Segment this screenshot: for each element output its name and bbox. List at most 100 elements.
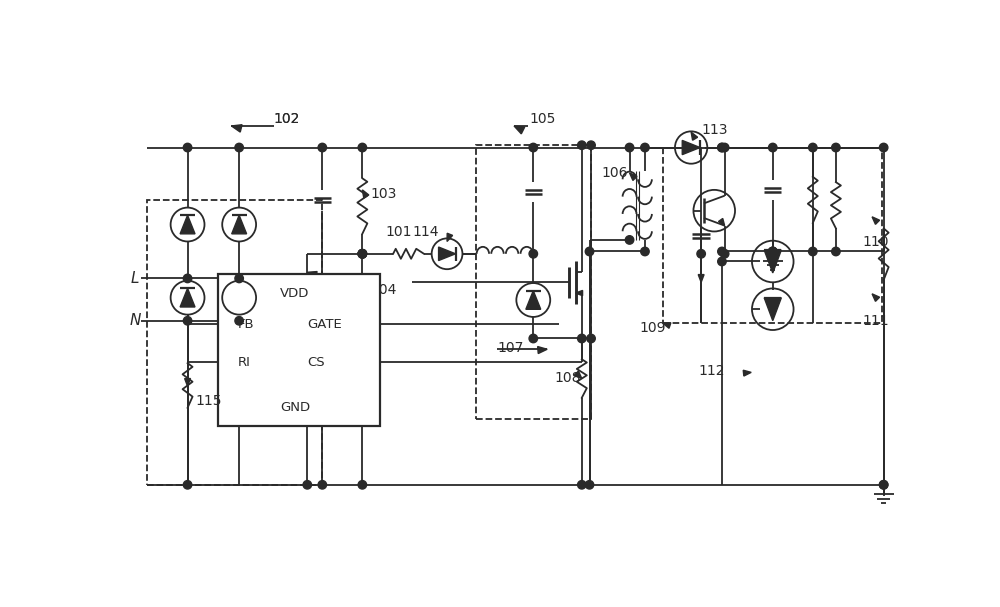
Circle shape: [809, 143, 817, 152]
Circle shape: [879, 143, 888, 152]
Circle shape: [879, 481, 888, 489]
Text: 108: 108: [555, 371, 581, 385]
Circle shape: [718, 143, 726, 152]
Polygon shape: [439, 247, 456, 260]
Polygon shape: [682, 140, 700, 155]
Circle shape: [585, 481, 594, 489]
Circle shape: [832, 247, 840, 256]
Polygon shape: [185, 379, 190, 386]
Circle shape: [358, 249, 367, 258]
Text: FB: FB: [238, 317, 254, 331]
Polygon shape: [764, 298, 781, 320]
Text: 104: 104: [370, 283, 396, 297]
Polygon shape: [698, 274, 704, 282]
Circle shape: [832, 143, 840, 152]
Polygon shape: [447, 233, 453, 242]
Polygon shape: [307, 271, 317, 278]
Circle shape: [587, 334, 595, 343]
Polygon shape: [232, 215, 247, 234]
Text: 105: 105: [529, 112, 556, 126]
Polygon shape: [872, 217, 880, 225]
Circle shape: [718, 257, 726, 266]
Text: 107: 107: [497, 341, 523, 354]
Circle shape: [578, 334, 586, 343]
Circle shape: [625, 236, 634, 244]
Polygon shape: [743, 370, 751, 376]
Polygon shape: [180, 215, 195, 234]
Circle shape: [578, 481, 586, 489]
Circle shape: [529, 249, 538, 258]
Polygon shape: [180, 288, 195, 307]
Circle shape: [769, 247, 777, 256]
Text: N: N: [130, 313, 141, 328]
Polygon shape: [872, 294, 880, 301]
Circle shape: [769, 247, 777, 256]
Circle shape: [718, 247, 726, 256]
Polygon shape: [362, 277, 370, 285]
Circle shape: [183, 143, 192, 152]
Circle shape: [769, 143, 777, 152]
Text: 115: 115: [195, 395, 222, 409]
Circle shape: [358, 249, 367, 258]
Polygon shape: [538, 347, 547, 353]
Text: VDD: VDD: [280, 287, 309, 300]
Polygon shape: [576, 290, 583, 296]
Polygon shape: [663, 323, 671, 328]
Circle shape: [720, 249, 729, 258]
Circle shape: [183, 481, 192, 489]
Text: 101: 101: [385, 225, 412, 239]
Circle shape: [235, 143, 243, 152]
Text: GND: GND: [280, 401, 310, 415]
Polygon shape: [232, 288, 247, 307]
Circle shape: [641, 143, 649, 152]
Polygon shape: [764, 250, 781, 273]
Text: 113: 113: [701, 123, 728, 137]
Circle shape: [585, 247, 594, 256]
Text: 112: 112: [699, 364, 725, 378]
Text: 110: 110: [863, 235, 889, 249]
Circle shape: [625, 143, 634, 152]
Circle shape: [183, 274, 192, 283]
Text: GATE: GATE: [307, 317, 342, 331]
Circle shape: [318, 481, 327, 489]
Circle shape: [358, 249, 367, 258]
Text: 109: 109: [640, 321, 666, 335]
Text: RI: RI: [238, 356, 251, 368]
Circle shape: [720, 143, 729, 152]
Bar: [218, 274, 380, 426]
Text: 111: 111: [863, 314, 889, 328]
Circle shape: [318, 143, 327, 152]
Circle shape: [578, 141, 586, 149]
Circle shape: [718, 143, 726, 152]
Polygon shape: [574, 371, 582, 379]
Bar: [663, 148, 882, 323]
Circle shape: [529, 334, 538, 343]
Circle shape: [769, 247, 777, 256]
Circle shape: [303, 481, 312, 489]
Text: 103: 103: [370, 186, 396, 200]
Text: 102: 102: [274, 112, 300, 126]
Polygon shape: [691, 132, 698, 140]
Circle shape: [235, 316, 243, 325]
Text: L: L: [131, 271, 139, 286]
Polygon shape: [231, 124, 242, 132]
Circle shape: [587, 141, 595, 149]
Bar: [147, 200, 322, 485]
Circle shape: [879, 481, 888, 489]
Circle shape: [697, 249, 705, 258]
Polygon shape: [362, 190, 369, 198]
Text: 106: 106: [601, 166, 628, 180]
Circle shape: [235, 274, 243, 283]
Circle shape: [641, 247, 649, 256]
Polygon shape: [718, 219, 725, 226]
Circle shape: [358, 481, 367, 489]
Polygon shape: [630, 173, 637, 180]
Text: CS: CS: [307, 356, 325, 368]
Circle shape: [809, 247, 817, 256]
Circle shape: [183, 316, 192, 325]
Bar: [476, 145, 591, 419]
Text: 114: 114: [412, 225, 439, 239]
Polygon shape: [514, 126, 525, 134]
Circle shape: [358, 143, 367, 152]
Polygon shape: [526, 291, 541, 310]
